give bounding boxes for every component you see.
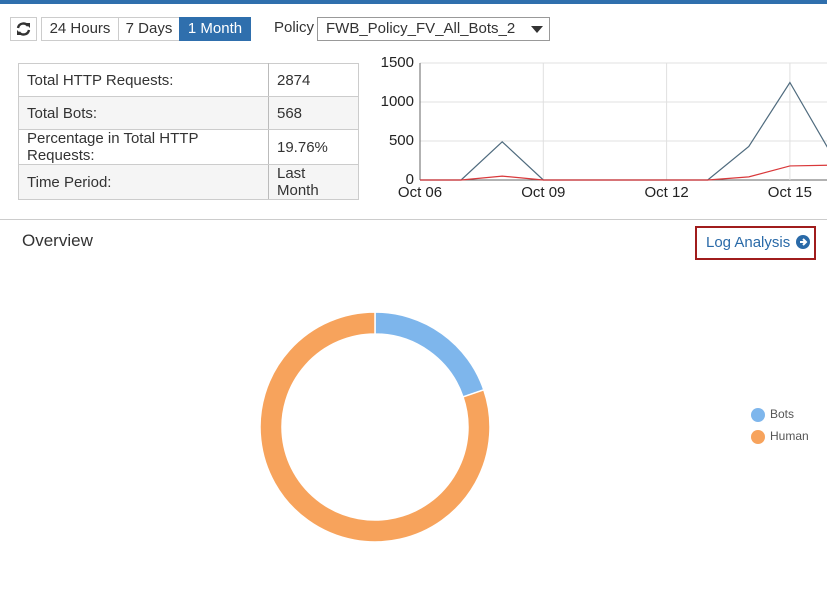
policy-label: Policy xyxy=(274,19,315,36)
donut-slice xyxy=(374,311,485,398)
stat-label: Total HTTP Requests: xyxy=(18,63,269,97)
stats-table: Total HTTP Requests: 2874 Total Bots: 568 Pe… xyxy=(18,63,359,200)
table-row: Total HTTP Requests: 2874 xyxy=(18,63,359,97)
stat-value: 568 xyxy=(268,96,359,130)
refresh-icon xyxy=(16,22,31,36)
stat-value: Last Month xyxy=(268,164,359,200)
legend-marker xyxy=(751,430,765,444)
stat-label: Percentage in Total HTTP Requests: xyxy=(18,129,269,165)
y-tick-label: 1000 xyxy=(381,93,414,110)
log-analysis-link[interactable]: Log Analysis xyxy=(695,226,816,260)
stat-label: Total Bots: xyxy=(18,96,269,130)
arrow-icon xyxy=(796,235,811,249)
time-range-button[interactable]: 24 Hours xyxy=(41,17,119,41)
legend-label: Bots xyxy=(770,407,794,421)
stat-label: Time Period: xyxy=(18,164,269,200)
legend-marker xyxy=(751,408,765,422)
stat-value: 19.76% xyxy=(268,129,359,165)
x-tick-label: Oct 15 xyxy=(768,184,812,201)
link-text: Log Analysis xyxy=(706,234,791,251)
table-row: Total Bots: 568 xyxy=(18,96,359,130)
stat-value: 2874 xyxy=(268,63,359,97)
table-row: Percentage in Total HTTP Requests: 19.76% xyxy=(18,129,359,165)
series-line xyxy=(420,81,827,181)
x-tick-label: Oct 06 xyxy=(398,184,442,201)
legend-label: Human xyxy=(770,429,809,443)
section-title: Overview xyxy=(22,231,93,250)
y-tick-label: 1500 xyxy=(381,54,414,71)
dropdown-arrow xyxy=(531,26,543,33)
y-tick-label: 500 xyxy=(389,132,414,149)
x-tick-label: Oct 09 xyxy=(521,184,565,201)
top-bar xyxy=(0,0,827,4)
table-row: Time Period: Last Month xyxy=(18,164,359,200)
donut-slice xyxy=(259,311,491,543)
time-range-button[interactable]: 1 Month xyxy=(179,17,251,41)
policy-value: FWB_Policy_FV_All_Bots_2 xyxy=(326,20,516,37)
x-tick-label: Oct 12 xyxy=(645,184,689,201)
time-range-button[interactable]: 7 Days xyxy=(118,17,180,41)
refresh-button[interactable] xyxy=(10,17,37,41)
y-tick-label: 0 xyxy=(406,171,414,188)
series-line xyxy=(420,164,827,181)
policy-select[interactable]: FWB_Policy_FV_All_Bots_2 xyxy=(317,17,550,41)
separator xyxy=(0,219,827,220)
